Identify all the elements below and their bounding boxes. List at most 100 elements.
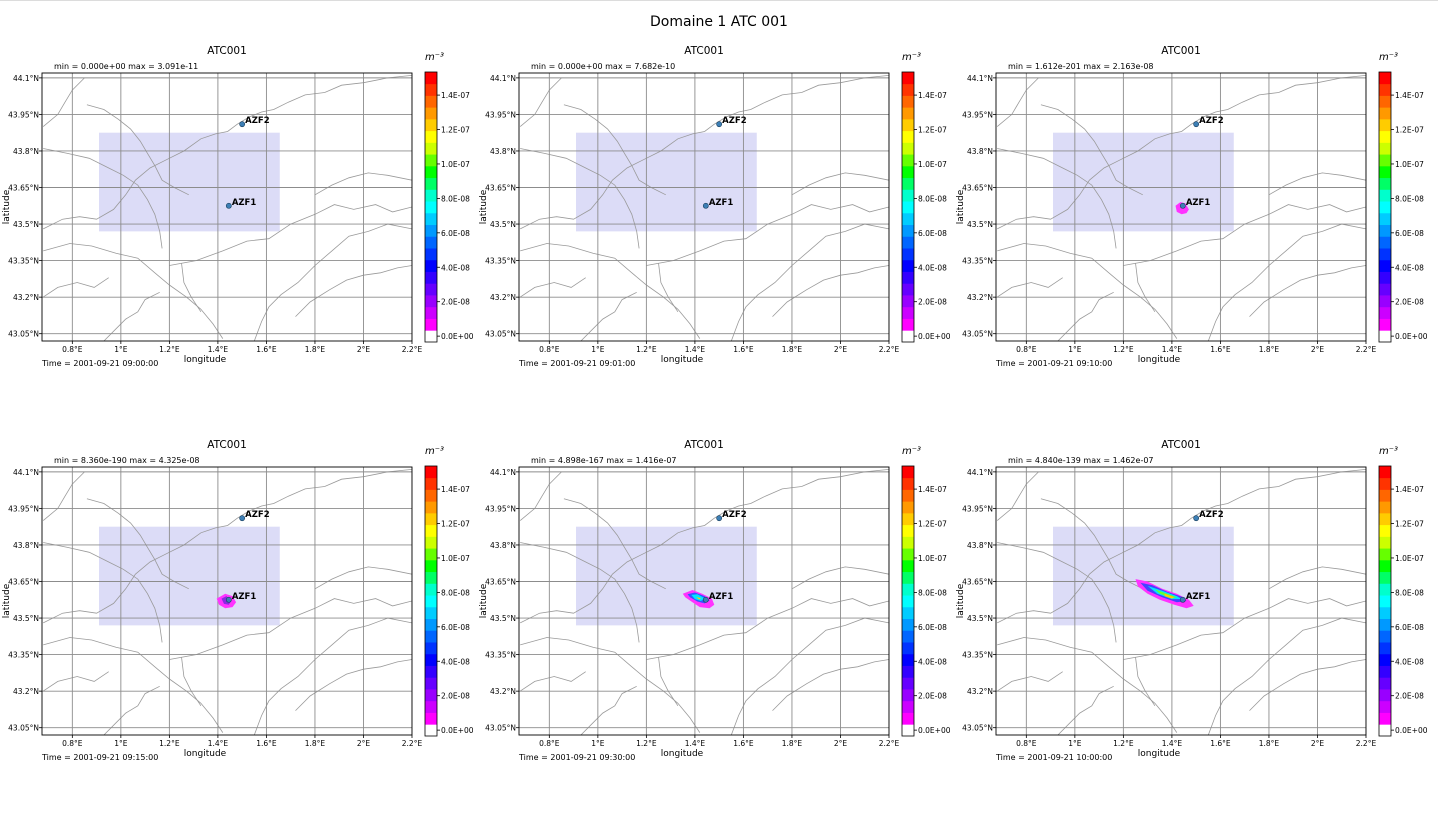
colorbar-tick-label: 8.0E-08: [1395, 588, 1424, 597]
border-line: [997, 243, 1178, 339]
top-rule: [0, 0, 1438, 1]
border-line: [730, 223, 889, 341]
colorbar-band: [425, 665, 437, 678]
plume-level-4: [696, 597, 701, 600]
y-tick-label: 43.5°N: [967, 220, 993, 229]
min-max-label: min = 4.840e-139 max = 1.462e-07: [1008, 456, 1154, 465]
colorbar-band: [902, 466, 914, 479]
colorbar-tick-label: 0.0E+00: [918, 726, 951, 735]
y-tick-label: 43.95°N: [485, 110, 516, 119]
colorbar-tick-label: 1.0E-07: [441, 160, 470, 169]
colorbar-band: [902, 107, 914, 120]
site-marker: [702, 202, 709, 209]
colorbar-tick-label: 1.2E-07: [1395, 126, 1424, 135]
colorbar-band: [1379, 306, 1391, 319]
colorbar-band: [1379, 595, 1391, 608]
colorbar-band: [425, 189, 437, 202]
colorbar-band: [1379, 259, 1391, 272]
border-line: [43, 542, 163, 643]
x-tick-label: 1.8°E: [305, 739, 326, 748]
x-tick-label: 1.8°E: [782, 739, 803, 748]
colorbar-tick-label: 4.0E-08: [441, 263, 470, 272]
border-line: [1249, 265, 1366, 317]
x-tick-label: 0.8°E: [1016, 739, 1037, 748]
colorbar-band: [425, 306, 437, 319]
y-tick-label: 43.5°N: [13, 614, 39, 623]
y-tick-label: 43.2°N: [490, 293, 516, 302]
y-tick-label: 43.65°N: [962, 184, 993, 193]
y-axis-label: latitude: [2, 583, 12, 618]
colorbar-band: [902, 700, 914, 713]
colorbar-band: [425, 606, 437, 620]
colorbar-band: [902, 653, 914, 666]
y-axis-label: latitude: [956, 583, 966, 618]
border-line: [580, 291, 637, 341]
y-axis-label: latitude: [479, 583, 489, 618]
colorbar-band: [902, 712, 914, 725]
x-tick-label: 2°E: [834, 345, 848, 354]
colorbar-band: [1379, 536, 1391, 549]
colorbar-band: [1379, 559, 1391, 573]
border-line: [43, 75, 412, 230]
y-tick-label: 44.1°N: [13, 74, 39, 83]
x-tick-label: 0.8°E: [539, 345, 560, 354]
y-tick-label: 43.65°N: [485, 184, 516, 193]
colorbar-band: [902, 512, 914, 526]
colorbar-band: [425, 512, 437, 526]
colorbar-band: [902, 283, 914, 296]
colorbar-band: [902, 501, 914, 514]
border-line: [1057, 685, 1114, 735]
colorbar-band: [1379, 689, 1391, 702]
colorbar-band: [1379, 653, 1391, 666]
y-axis-label: latitude: [2, 189, 12, 224]
border-line: [520, 469, 889, 624]
colorbar-band: [1379, 524, 1391, 537]
x-tick-label: 1.8°E: [1259, 739, 1280, 748]
colorbar-band: [1379, 618, 1391, 631]
panel-title: ATC001: [684, 45, 724, 57]
border-line: [43, 148, 163, 249]
colorbar-tick-label: 2.0E-08: [441, 298, 470, 307]
colorbar-tick-label: 0.0E+00: [441, 332, 474, 341]
colorbar-band: [425, 283, 437, 296]
colorbar-tick-label: 1.2E-07: [441, 126, 470, 135]
time-label: Time = 2001-09-21 09:10:00: [995, 359, 1112, 368]
y-tick-label: 43.35°N: [485, 651, 516, 660]
panel-2: ATC001 min = 0.000e+00 max = 7.682e-10 Tim…: [479, 45, 951, 368]
colorbar-tick-label: 0.0E+00: [1395, 726, 1428, 735]
min-max-label: min = 4.898e-167 max = 1.416e-07: [531, 456, 677, 465]
colorbar-frame: [424, 71, 438, 343]
x-tick-label: 1.4°E: [1162, 739, 1183, 748]
site-label: AZF2: [245, 510, 270, 520]
border-line: [1249, 659, 1366, 711]
y-tick-label: 43.35°N: [962, 651, 993, 660]
axes-frame: [41, 72, 413, 342]
border-line: [253, 617, 412, 735]
colorbar-band: [425, 177, 437, 190]
colorbar-band: [902, 189, 914, 202]
y-tick-label: 43.8°N: [490, 147, 516, 156]
axes-frame: [518, 466, 890, 736]
x-tick-label: 2.2°E: [1356, 345, 1377, 354]
colorbar-tick-label: 8.0E-08: [918, 588, 947, 597]
panel-title: ATC001: [1161, 439, 1201, 451]
colorbar-band: [1379, 224, 1391, 237]
map-area: AZF2 AZF1: [519, 467, 889, 735]
colorbar-band: [425, 630, 437, 643]
y-tick-label: 43.5°N: [490, 220, 516, 229]
colorbar-band: [902, 524, 914, 537]
axes-frame: [41, 466, 413, 736]
colorbar-band: [425, 477, 437, 490]
colorbar-band: [425, 212, 437, 226]
border-line: [520, 75, 889, 230]
colorbar-tick-label: 1.2E-07: [918, 520, 947, 529]
y-tick-label: 43.8°N: [967, 147, 993, 156]
y-tick-label: 43.8°N: [13, 541, 39, 550]
time-label: Time = 2001-09-21 09:00:00: [41, 359, 158, 368]
colorbar-band: [902, 724, 914, 736]
colorbar-band: [425, 142, 437, 155]
border-line: [295, 659, 412, 711]
colorbar-unit: m⁻³: [902, 446, 921, 457]
x-tick-label: 1.4°E: [208, 739, 229, 748]
colorbar-band: [902, 642, 914, 655]
